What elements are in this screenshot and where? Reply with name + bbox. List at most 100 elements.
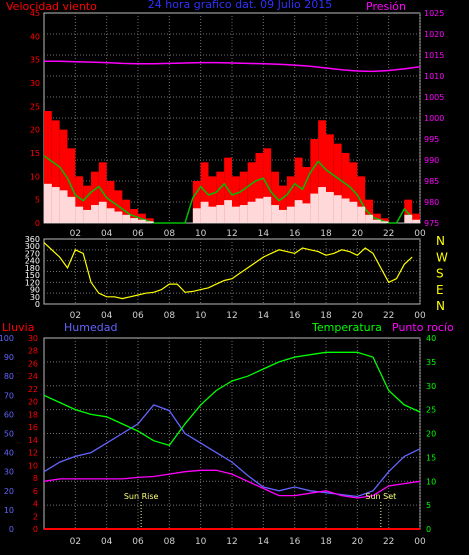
- wind-y-tick-label: 30: [30, 79, 40, 88]
- temperature-label: Temperatura: [311, 321, 382, 334]
- wind-y-tick-label: 40: [30, 32, 40, 41]
- x-tick-label: 06: [132, 229, 144, 239]
- wind-low-bar: [302, 203, 311, 223]
- compass-label: S: [436, 267, 444, 281]
- wind-y-tick-label: 35: [30, 56, 40, 65]
- wind-low-bar: [271, 205, 279, 223]
- wind-gust-bar: [380, 218, 389, 223]
- rain-y-tick-label: 10: [28, 461, 38, 470]
- wind-low-bar: [357, 206, 366, 223]
- direction-y-tick-label: 240: [25, 257, 40, 266]
- pressure-label: Presión: [366, 0, 406, 13]
- pressure-y-tick-label: 1000: [424, 114, 444, 123]
- temperature-y-tick-label: 20: [426, 430, 436, 439]
- wind-low-bar: [341, 198, 350, 223]
- pressure-y-tick-label: 1015: [424, 51, 444, 60]
- x-tick-label: 16: [289, 229, 301, 239]
- wind-gust-bar: [294, 157, 303, 223]
- pressure-y-tick-label: 990: [424, 156, 439, 165]
- pressure-y-tick-label: 995: [424, 135, 439, 144]
- wind-low-bar: [255, 198, 264, 223]
- rain-y-tick-label: 28: [28, 347, 38, 356]
- x-tick-label: 04: [101, 229, 113, 239]
- wind-gust-bar: [145, 218, 154, 223]
- wind-low-bar: [208, 206, 217, 223]
- pressure-y-tick-label: 1020: [424, 30, 444, 39]
- wind-gust-bar: [216, 171, 225, 223]
- temperature-y-tick-label: 5: [426, 501, 431, 510]
- wind-gust-bar: [357, 176, 366, 223]
- x-tick-label: 12: [226, 229, 237, 239]
- temperature-y-tick-label: 10: [426, 477, 436, 486]
- x-tick-label: 08: [164, 229, 176, 239]
- wind-low-bar: [130, 218, 138, 223]
- x-tick-label: 02: [70, 229, 81, 239]
- direction-y-tick-label: 360: [25, 235, 40, 244]
- humidity-y-tick-label: 90: [4, 353, 14, 362]
- x-tick-label: 06: [132, 311, 144, 321]
- x-tick-label: 18: [320, 229, 332, 239]
- wind-low-bar: [286, 206, 295, 223]
- x-tick-label: 04: [101, 311, 113, 321]
- x-tick-label: 20: [352, 229, 364, 239]
- wind-low-bar: [310, 193, 319, 223]
- wind-gust-bar: [106, 181, 115, 223]
- wind-low-bar: [224, 200, 232, 223]
- wind-low-bar: [380, 221, 389, 223]
- wind-low-bar: [145, 221, 154, 223]
- wind-low-bar: [98, 201, 107, 223]
- x-tick-label: 00: [414, 311, 426, 321]
- wind-y-tick-label: 20: [30, 126, 40, 135]
- x-tick-label: 14: [258, 537, 270, 547]
- humidity-y-tick-label: 50: [4, 430, 14, 439]
- wind-gust-bar: [318, 120, 326, 223]
- x-tick-label: 16: [289, 537, 301, 547]
- wind-gust-bar: [200, 162, 209, 223]
- wind-low-bar: [106, 208, 115, 223]
- x-tick-label: 12: [226, 537, 237, 547]
- wind-low-bar: [247, 201, 256, 223]
- humidity-y-tick-label: 30: [4, 468, 14, 477]
- rain-y-tick-label: 2: [33, 512, 38, 521]
- x-tick-label: 22: [383, 229, 394, 239]
- x-tick-label: 18: [320, 311, 332, 321]
- wind-y-tick-label: 10: [30, 172, 40, 181]
- wind-gust-bar: [51, 120, 60, 223]
- rain-y-tick-label: 24: [28, 372, 38, 381]
- wind-direction-line: [43, 242, 413, 300]
- wind-low-bar: [412, 219, 420, 223]
- pressure-y-tick-label: 975: [424, 219, 439, 228]
- compass-label: E: [436, 283, 444, 297]
- humidity-y-tick-label: 80: [4, 372, 14, 381]
- rain-y-tick-label: 0: [33, 525, 38, 534]
- direction-y-tick-label: 270: [25, 249, 40, 258]
- compass-label: N: [436, 299, 445, 313]
- temperature-y-tick-label: 0: [426, 525, 431, 534]
- wind-gust-bar: [412, 213, 420, 223]
- x-tick-label: 20: [352, 311, 364, 321]
- wind-gust-bar: [310, 139, 319, 223]
- chart-title: 24 hora grafico dat. 09 Julio 2015: [148, 0, 332, 11]
- sunset-label: Sun Set: [365, 492, 396, 501]
- x-tick-label: 10: [195, 537, 207, 547]
- x-tick-label: 10: [195, 311, 207, 321]
- wind-gust-bar: [91, 171, 99, 223]
- wind-low-bar: [75, 206, 84, 223]
- wind-low-bar: [326, 191, 334, 223]
- wind-y-tick-label: 0: [35, 219, 40, 228]
- pressure-y-tick-label: 1010: [424, 72, 444, 81]
- wind-low-bar: [294, 200, 303, 223]
- wind-gust-bar: [208, 176, 217, 223]
- temperature-y-tick-label: 35: [426, 358, 436, 367]
- wind-low-bar: [404, 214, 413, 223]
- wind-low-bar: [232, 206, 240, 223]
- rain-y-tick-label: 12: [28, 449, 38, 458]
- wind-low-bar: [318, 187, 326, 223]
- humidity-y-tick-label: 40: [4, 449, 14, 458]
- wind-gust-bar: [286, 176, 295, 223]
- x-tick-label: 14: [258, 229, 270, 239]
- rain-y-tick-label: 6: [33, 487, 38, 496]
- humidity-label: Humedad: [64, 321, 117, 334]
- dewpoint-label: Punto rocío: [392, 321, 454, 334]
